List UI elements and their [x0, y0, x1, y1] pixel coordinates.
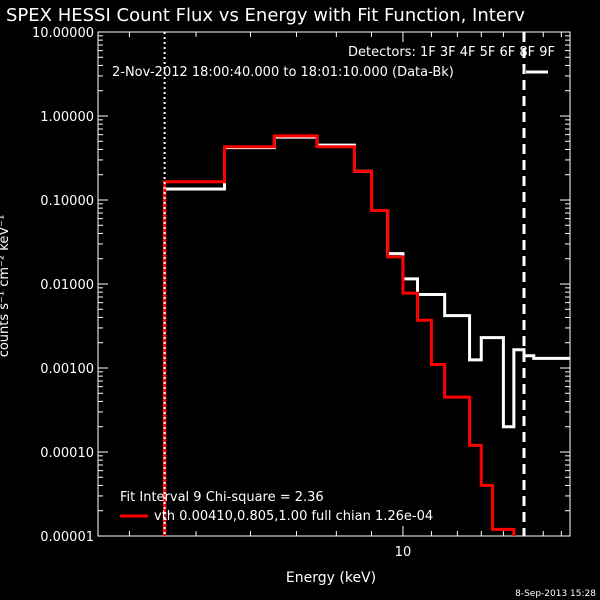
y-tick-label: 0.00100: [40, 362, 94, 377]
fit-histogram: [163, 134, 516, 536]
y-tick-label: 0.00001: [40, 530, 94, 545]
y-tick-label: 1.00000: [40, 110, 94, 125]
x-axis-label: Energy (keV): [286, 570, 376, 586]
y-tick-label: 0.10000: [40, 194, 94, 209]
legend-top-line1: Detectors: 1F 3F 4F 5F 6F 8F 9F: [348, 45, 555, 60]
legend-top-line2: 2-Nov-2012 18:00:40.000 to 18:01:10.000 …: [112, 65, 454, 80]
y-tick-label: 0.00010: [40, 446, 94, 461]
y-tick-label: 0.01000: [40, 278, 94, 293]
legend-bottom-line1: Fit Interval 9 Chi-square = 2.36: [120, 490, 324, 505]
axes-layer: 10.00000 1.00000 0.10000 0.01000 0.00100 0.00…: [32, 26, 571, 560]
data-histogram: [163, 135, 570, 536]
timestamp: 8-Sep-2013 15:28: [515, 589, 596, 599]
chart-title: SPEX HESSI Count Flux vs Energy with Fit…: [6, 5, 525, 26]
plot-frame: [97, 31, 571, 537]
legend-bottom-line2: vth 0.00410,0.805,1.00 full chian 1.26e-…: [154, 509, 433, 524]
y-axis-label: counts s⁻¹ cm⁻² keV⁻¹: [0, 215, 12, 358]
series-layer: [163, 32, 570, 536]
x-tick-label: 10: [395, 545, 412, 560]
y-tick-label: 10.00000: [32, 26, 94, 41]
